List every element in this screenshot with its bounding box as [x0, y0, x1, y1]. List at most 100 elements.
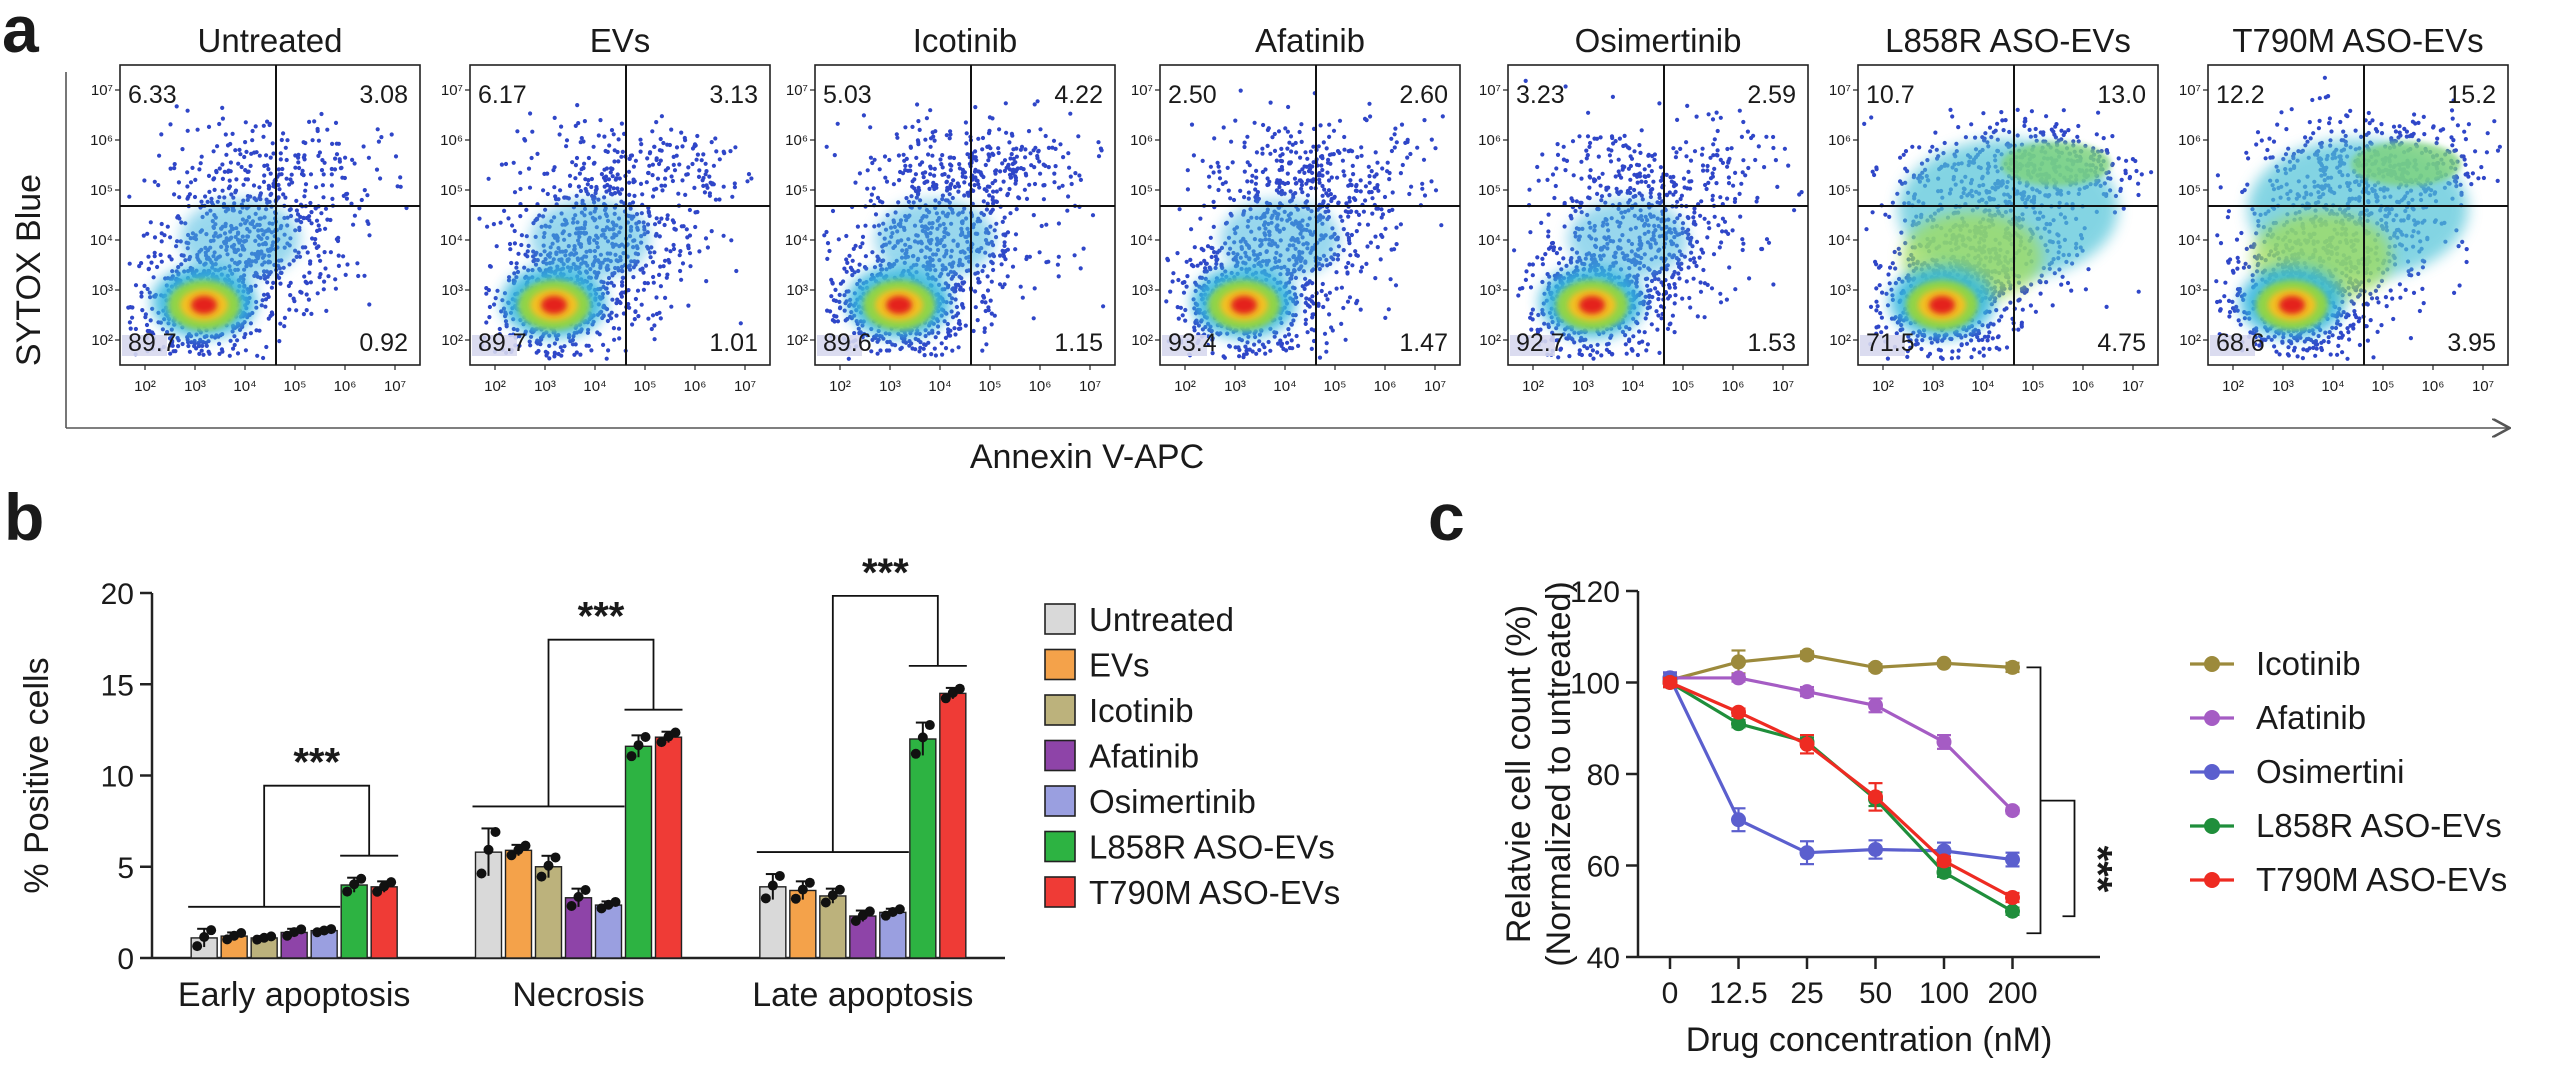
legend-label: EVs — [1089, 647, 1150, 684]
flow-y-tick-label: 10⁷ — [2179, 82, 2201, 99]
bar-replicate-point — [626, 751, 637, 762]
line-point — [1936, 864, 1952, 880]
flow-x-tick-label: 10⁶ — [2422, 378, 2445, 395]
flow-plot-events — [1860, 107, 2154, 361]
line-series — [1669, 681, 2014, 899]
flow-y-tick-label: 10³ — [1131, 282, 1153, 299]
flow-y-tick-label: 10² — [1479, 332, 1501, 349]
flow-y-tick-label: 10⁷ — [441, 82, 463, 99]
flow-y-tick-label: 10⁵ — [440, 182, 463, 199]
line-y-tick-label: 40 — [1587, 942, 1620, 975]
quadrant-ll-value: 71.5 — [1866, 329, 1915, 357]
bar-y-tick-label: 0 — [117, 943, 134, 976]
quadrant-ur-value: 13.0 — [2097, 81, 2146, 109]
flow-plot: Osimertinib 3.23 2.59 92.7 1.53 10² 10³ 10⁴ 10⁵ 1… — [1478, 22, 1809, 395]
flow-x-tick-label: 10⁷ — [2122, 378, 2144, 395]
bar-replicate-point — [864, 906, 875, 917]
flow-y-tick-label: 10⁴ — [2178, 232, 2201, 249]
significance-stars: *** — [862, 551, 909, 595]
flow-plot-events — [1510, 78, 1804, 361]
bar-replicate-point — [236, 927, 247, 938]
quadrant-ll-value: 93.4 — [1168, 329, 1217, 357]
bar — [370, 886, 398, 959]
flow-x-tick-label: 10⁵ — [979, 378, 1002, 395]
bar-replicate-point — [827, 890, 838, 901]
line-x-tick-label: 25 — [1790, 977, 1823, 1010]
line-point — [1731, 704, 1746, 720]
flow-x-tick-label: 10⁵ — [1672, 378, 1695, 395]
flow-y-tick-label: 10⁷ — [1829, 82, 1851, 99]
flow-x-tick-label: 10³ — [184, 378, 206, 395]
legend-swatch — [1044, 694, 1076, 726]
quadrant-ur-value: 3.13 — [709, 81, 758, 109]
bar-replicate-point — [656, 737, 667, 748]
flow-plot: T790M ASO-EVs 12.2 15.2 68.6 3.95 10² 10³ 10⁴ 10… — [2178, 22, 2509, 395]
flow-x-tick-label: 10⁷ — [1424, 378, 1446, 395]
quadrant-ur-value: 2.59 — [1747, 81, 1796, 109]
bar-replicate-point — [573, 891, 584, 902]
flow-x-tick-label: 10⁵ — [2372, 378, 2395, 395]
bar-replicate-point — [206, 925, 217, 936]
flow-x-tick-label: 10⁴ — [1971, 378, 1994, 395]
bar-replicate-point — [490, 826, 501, 837]
quadrant-ll-value: 89.6 — [823, 329, 872, 357]
flow-y-tick-label: 10⁶ — [1478, 132, 1501, 149]
bar-replicate-point — [820, 897, 831, 908]
line-point — [1936, 734, 1952, 750]
line-point — [1868, 841, 1883, 857]
quadrant-ul-value: 12.2 — [2216, 81, 2265, 109]
flow-plot-events — [1162, 88, 1445, 360]
flow-y-tick-label: 10⁴ — [1828, 232, 1851, 249]
flow-y-tick-label: 10⁶ — [90, 132, 113, 149]
flow-x-tick-label: 10³ — [1922, 378, 1944, 395]
flow-x-tick-label: 10⁴ — [233, 378, 256, 395]
quadrant-ur-value: 15.2 — [2447, 81, 2496, 109]
flow-plot-title: Osimertinib — [1575, 22, 1742, 59]
flow-x-tick-label: 10³ — [534, 378, 556, 395]
quadrant-ur-value: 4.22 — [1054, 81, 1103, 109]
bar — [654, 736, 683, 959]
bar — [534, 866, 563, 959]
flow-x-tick-label: 10⁴ — [1621, 378, 1644, 395]
legend-swatch — [1044, 648, 1076, 681]
flow-x-tick-label: 10⁶ — [2072, 378, 2095, 395]
flow-plot-title: EVs — [590, 22, 651, 59]
bar-replicate-point — [536, 871, 547, 882]
legend-swatch — [1044, 785, 1076, 817]
flow-plot: EVs 6.17 3.13 89.7 1.01 10² 10³ 10⁴ 10⁵ 10⁶ 10⁷ 10²… — [440, 22, 771, 395]
quadrant-lr-value: 1.53 — [1747, 329, 1796, 357]
flow-y-tick-label: 10⁷ — [786, 82, 808, 99]
flow-y-tick-label: 10⁵ — [785, 182, 808, 199]
flow-plot-frame — [119, 64, 421, 366]
legend-label: Untreated — [1089, 601, 1234, 638]
bar-replicate-point — [296, 924, 307, 935]
flow-plot-title: T790M ASO-EVs — [2232, 22, 2483, 59]
legend-swatch — [1044, 739, 1076, 772]
flow-plot-events — [472, 103, 754, 361]
flow-plot-frame — [469, 64, 771, 366]
bar-replicate-point — [850, 915, 861, 926]
flow-plot: Icotinib 5.03 4.22 89.6 1.15 10² 10³ 10⁴ 10⁵ 10⁶ 1… — [785, 22, 1116, 395]
flow-plot-title: Untreated — [198, 22, 343, 59]
flow-x-tick-label: 10⁷ — [2472, 378, 2494, 395]
flow-x-tick-label: 10² — [1872, 378, 1894, 395]
bar-replicate-point — [386, 877, 397, 888]
flow-x-tick-label: 10² — [1522, 378, 1544, 395]
flow-plot-frame — [2207, 64, 2509, 366]
bar-replicate-point — [774, 870, 785, 881]
flow-x-tick-label: 10⁶ — [1029, 378, 1052, 395]
quadrant-ul-value: 10.7 — [1866, 81, 1915, 109]
line-point — [1662, 675, 1678, 690]
flow-x-tick-label: 10³ — [1572, 378, 1594, 395]
bar — [340, 884, 368, 959]
flow-x-tick-label: 10³ — [1224, 378, 1246, 395]
quadrant-ul-value: 2.50 — [1168, 81, 1217, 109]
flow-x-tick-label: 10⁷ — [734, 378, 756, 395]
line-point — [1731, 654, 1746, 670]
legend-label: L858R ASO-EVs — [1089, 829, 1335, 866]
bar-replicate-point — [566, 900, 577, 911]
flow-plot-title: Afatinib — [1255, 22, 1365, 59]
flow-x-tick-label: 10⁴ — [1273, 378, 1296, 395]
flow-y-tick-label: 10⁵ — [2178, 182, 2201, 199]
flow-y-tick-label: 10² — [91, 332, 113, 349]
